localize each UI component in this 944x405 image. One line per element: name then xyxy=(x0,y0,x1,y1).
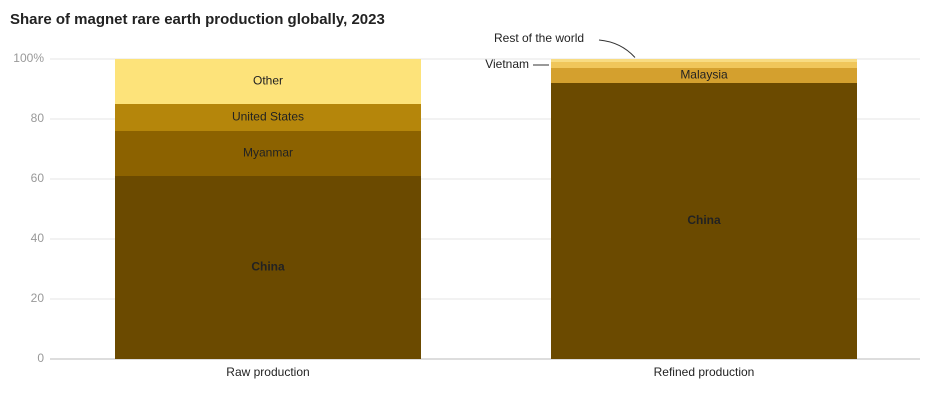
segment-label: United States xyxy=(232,110,304,124)
y-tick-label: 40 xyxy=(31,231,45,245)
segment-label: Myanmar xyxy=(243,146,293,160)
x-tick-label: Refined production xyxy=(654,365,755,379)
segment-label: Other xyxy=(253,74,283,88)
bar-segment xyxy=(551,83,857,359)
segment-label: China xyxy=(687,213,721,227)
chart-title: Share of magnet rare earth production gl… xyxy=(10,11,385,28)
y-tick-label: 60 xyxy=(31,171,45,185)
bar-segment xyxy=(115,104,421,131)
bar-segment xyxy=(115,176,421,359)
y-tick-label: 0 xyxy=(37,351,44,365)
bar-segment xyxy=(551,62,857,68)
segment-label: China xyxy=(251,260,285,274)
bar-segment xyxy=(115,59,421,104)
bar-segment xyxy=(551,68,857,83)
segment-label: Malaysia xyxy=(680,68,728,82)
segment-label: Vietnam xyxy=(485,57,529,71)
bar-segment xyxy=(551,59,857,62)
y-tick-label: 100% xyxy=(13,51,44,65)
x-tick-label: Raw production xyxy=(226,365,309,379)
leader-line xyxy=(598,39,636,58)
y-tick-label: 80 xyxy=(31,111,45,125)
y-tick-label: 20 xyxy=(31,291,45,305)
segment-label: Rest of the world xyxy=(494,31,584,45)
bar-segment xyxy=(115,131,421,176)
